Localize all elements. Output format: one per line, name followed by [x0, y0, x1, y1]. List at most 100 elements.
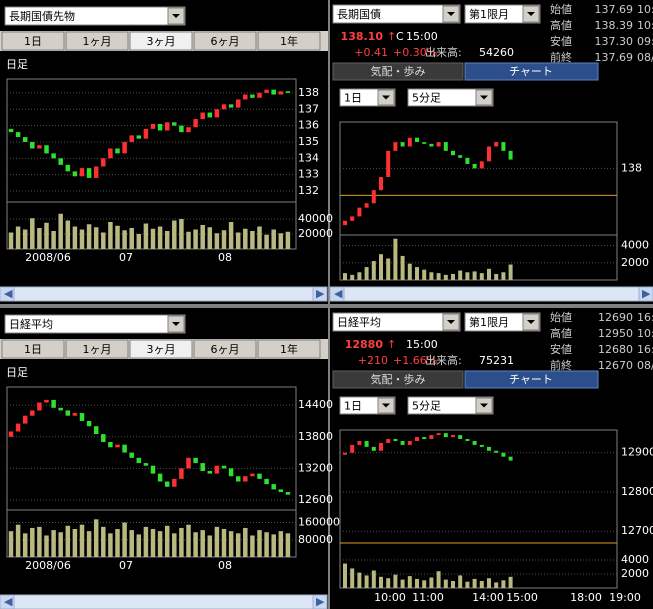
candle: [65, 164, 71, 172]
volume-bar: [472, 578, 477, 588]
period-tab[interactable]: [257, 339, 321, 359]
volume-value: 75231: [479, 354, 514, 367]
candle: [8, 431, 14, 437]
price-arrow: ↑: [387, 338, 396, 351]
volume-bar: [250, 231, 255, 249]
dropdown[interactable]: [464, 4, 541, 24]
x-tick-label: 2008/06: [25, 251, 71, 264]
change-pct: +0.30%: [393, 46, 437, 59]
volume-bar: [37, 526, 42, 557]
volume-bar: [65, 525, 71, 557]
scroll-left[interactable]: [0, 594, 15, 609]
candle: [8, 128, 14, 133]
info-time: 10:: [637, 327, 653, 340]
volume-bar: [364, 267, 369, 280]
volume-bar: [487, 578, 491, 588]
candle: [115, 444, 120, 448]
y-tick-label: 12800: [621, 485, 653, 498]
period-tab-label: 1年: [280, 342, 298, 356]
volume-bar: [436, 571, 441, 588]
period-tab[interactable]: [65, 31, 129, 51]
candle: [393, 439, 398, 441]
dropdown[interactable]: [407, 88, 494, 107]
info-time: 16:: [637, 311, 653, 324]
dropdown[interactable]: [407, 396, 494, 415]
period-tab-label: 6ヶ月: [211, 343, 240, 356]
volume-bar: [221, 529, 227, 557]
period-tab[interactable]: [257, 31, 321, 51]
period-tab[interactable]: [129, 339, 193, 359]
period-tab[interactable]: [129, 31, 193, 51]
scroll-right[interactable]: [312, 594, 328, 609]
tab[interactable]: [464, 62, 599, 81]
volume-bar: [186, 231, 191, 249]
candle: [72, 413, 78, 416]
dropdown-arrow: [172, 14, 180, 18]
candle: [143, 463, 149, 466]
volume-bar: [407, 576, 412, 588]
candle: [443, 433, 448, 438]
volume-tick-label: 4000: [621, 239, 649, 252]
dropdown-label: 長期国債: [337, 7, 381, 21]
volume-bar: [393, 238, 398, 280]
dropdown-arrow: [382, 403, 390, 408]
dropdown-label: 1日: [344, 92, 362, 105]
scroll-left[interactable]: [0, 286, 15, 302]
scroll-left[interactable]: [329, 286, 345, 302]
y-tick-label: 13200: [298, 461, 333, 474]
volume-bar: [8, 531, 14, 557]
period-tab-label: 1日: [24, 35, 42, 48]
candle: [429, 143, 434, 147]
volume-bar: [58, 532, 63, 557]
volume-bar: [371, 570, 376, 588]
scroll-right[interactable]: [312, 286, 328, 302]
period-tab[interactable]: [1, 339, 65, 359]
dropdown[interactable]: [4, 6, 186, 26]
period-tab[interactable]: [193, 31, 257, 51]
volume-tick-label: 2000: [621, 256, 649, 269]
tab[interactable]: [464, 370, 599, 389]
scroll-right[interactable]: [638, 286, 653, 302]
dropdown-arrow: [527, 320, 535, 324]
volume-bar: [79, 524, 85, 557]
x-tick-label: 08: [218, 251, 232, 264]
tab[interactable]: [332, 370, 464, 389]
dropdown[interactable]: [464, 312, 541, 332]
y-tick-label: 133: [298, 168, 319, 181]
info-value: 12690: [598, 311, 633, 324]
dropdown-arrow: [172, 322, 180, 326]
candle: [93, 166, 99, 178]
volume-bar: [15, 226, 21, 249]
volume-bar: [93, 227, 99, 249]
candle: [250, 473, 255, 477]
volume-bar: [65, 220, 71, 249]
x-tick-label: 2008/06: [25, 559, 71, 572]
info-value: 12680: [598, 343, 633, 356]
candle: [186, 457, 191, 469]
dropdown[interactable]: [332, 4, 461, 24]
volume-bar: [278, 233, 284, 249]
candle: [393, 142, 398, 151]
scrollbar: [0, 594, 328, 609]
candle: [278, 91, 284, 95]
dropdown[interactable]: [4, 314, 186, 334]
volume-bar: [243, 527, 248, 557]
candle: [108, 442, 113, 448]
dropdown-label: 日経平均: [337, 316, 381, 329]
info-value: 137.69: [595, 3, 634, 16]
dropdown-label: 5分足: [412, 92, 441, 105]
dropdown-arrow: [480, 403, 488, 408]
volume-bar: [285, 231, 291, 249]
volume-bar: [458, 575, 463, 588]
candle: [422, 142, 427, 144]
period-tab[interactable]: [65, 339, 129, 359]
volume-bar: [115, 529, 120, 557]
dropdown[interactable]: [332, 312, 461, 332]
info-label: 始値: [550, 310, 572, 324]
volume-bar: [379, 254, 383, 280]
tab[interactable]: [332, 62, 464, 81]
period-tab[interactable]: [1, 31, 65, 51]
volume-bar: [235, 533, 241, 557]
period-tab[interactable]: [193, 339, 257, 359]
candle: [407, 440, 412, 445]
